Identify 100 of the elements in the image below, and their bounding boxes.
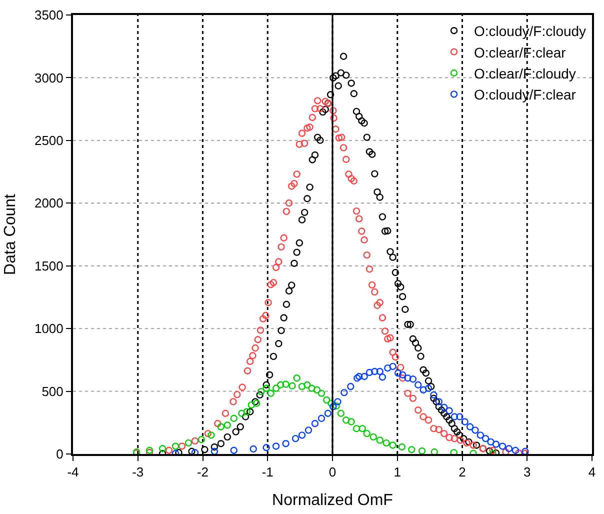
y-tick-label: 2000 [34, 196, 64, 211]
point [356, 372, 363, 380]
y-tick-label: 500 [42, 384, 64, 399]
point [324, 410, 332, 417]
point [330, 403, 337, 410]
point [288, 382, 296, 390]
point [272, 384, 280, 392]
point [487, 438, 494, 446]
point [337, 410, 345, 417]
point [430, 391, 438, 399]
point [446, 407, 453, 414]
y-tick-label: 3000 [34, 70, 64, 86]
point [262, 444, 270, 452]
point [277, 381, 284, 388]
point [398, 443, 406, 451]
point [404, 374, 412, 382]
x-tick-label: 3 [524, 464, 531, 480]
point [363, 430, 370, 438]
y-tick-label: 1500 [34, 258, 64, 274]
point [348, 418, 355, 426]
x-tick-label: -3 [132, 464, 144, 480]
point [243, 408, 250, 416]
x-axis-title: Normalized OmF [272, 492, 394, 509]
point [492, 440, 500, 448]
legend-label: O:clear/F:clear [474, 44, 566, 60]
point [158, 445, 166, 452]
point [198, 436, 206, 444]
x-tick-label: -2 [196, 464, 209, 480]
point [366, 368, 374, 376]
point [282, 380, 290, 388]
point [414, 381, 422, 388]
point [282, 440, 290, 448]
legend-label: O:cloudy/F:clear [474, 86, 576, 103]
point [456, 413, 464, 420]
point [450, 413, 458, 420]
point [318, 414, 326, 422]
point [323, 396, 330, 404]
point [340, 388, 348, 396]
point [382, 439, 390, 447]
point [430, 448, 438, 454]
point [304, 426, 312, 434]
x-tick-label: -1 [262, 464, 274, 480]
point [420, 386, 427, 394]
point [210, 448, 218, 454]
point [342, 416, 350, 424]
point [332, 402, 340, 410]
point [217, 423, 225, 430]
x-tick-label: 0 [328, 464, 336, 480]
point [461, 418, 468, 426]
point [224, 422, 231, 429]
point [238, 410, 246, 417]
x-tick-label: 2 [458, 464, 466, 480]
point [298, 432, 306, 439]
point [293, 374, 300, 382]
point [476, 432, 484, 439]
point [308, 384, 316, 392]
point [318, 390, 326, 397]
point [347, 382, 354, 390]
point [498, 442, 506, 450]
y-tick-label: 0 [56, 446, 64, 462]
point [184, 439, 192, 447]
point [267, 390, 274, 397]
point [440, 404, 448, 411]
point [311, 420, 319, 428]
legend-label: O:cloudy/F:cloudy [474, 23, 586, 40]
y-axis-title: Data Count [2, 193, 19, 275]
point [466, 423, 474, 430]
point [384, 364, 392, 372]
point [408, 446, 416, 454]
point [298, 382, 306, 390]
point [371, 368, 378, 376]
point [472, 426, 479, 434]
point [352, 424, 360, 432]
x-tick-label: 1 [394, 464, 401, 480]
point [304, 381, 311, 388]
y-tick-label: 1000 [34, 321, 64, 336]
point [409, 376, 417, 383]
point [354, 374, 361, 382]
point [208, 432, 215, 439]
point [272, 442, 280, 450]
x-tick-label: -4 [67, 464, 79, 480]
point [370, 433, 377, 441]
point [262, 384, 270, 392]
point [398, 371, 406, 378]
legend-label: O:clear/F:cloudy [474, 65, 576, 82]
point [360, 372, 368, 380]
point [378, 374, 386, 381]
point [418, 447, 426, 454]
point [250, 445, 257, 453]
point [389, 362, 396, 370]
point [505, 445, 513, 452]
point [313, 386, 321, 394]
point [172, 442, 180, 450]
y-tick-label: 2500 [34, 132, 64, 148]
point [482, 434, 490, 442]
point [292, 434, 300, 442]
point [328, 400, 335, 407]
point [230, 414, 238, 422]
point [435, 398, 442, 406]
point [334, 398, 342, 406]
